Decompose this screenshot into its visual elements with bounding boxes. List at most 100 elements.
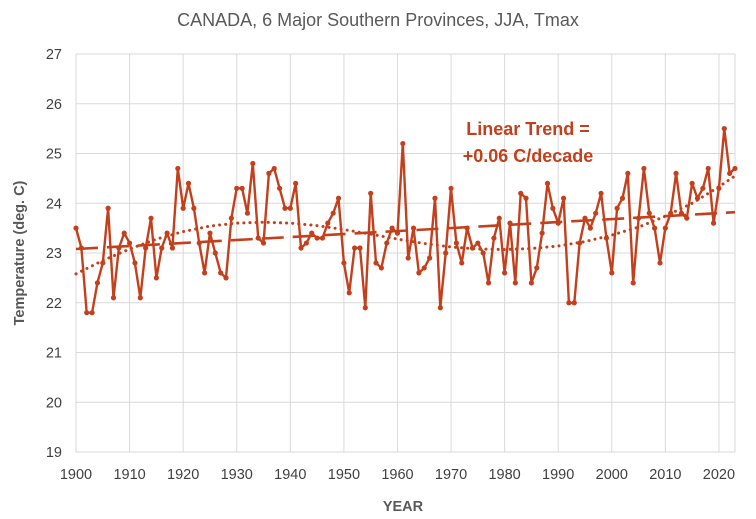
data-point: [196, 240, 202, 246]
data-point: [453, 240, 459, 246]
x-tick-label: 1980: [488, 467, 520, 483]
annotation-line-1: Linear Trend =: [466, 119, 590, 139]
data-point: [619, 195, 626, 201]
x-tick-label: 1970: [435, 467, 467, 483]
x-tick-label: 1900: [60, 467, 92, 483]
data-point: [534, 265, 540, 271]
x-tick-label: 1960: [381, 467, 413, 483]
data-point: [491, 235, 497, 241]
annotation-line-2: +0.06 C/decade: [463, 146, 594, 166]
data-point: [539, 230, 545, 236]
data-point: [94, 280, 101, 286]
data-point: [110, 295, 117, 301]
data-point: [518, 190, 524, 196]
x-tick-label: 1910: [113, 467, 145, 483]
data-point: [421, 265, 427, 271]
data-point: [298, 245, 304, 251]
data-point: [153, 275, 159, 281]
data-point: [496, 215, 502, 221]
data-point: [480, 250, 486, 256]
data-point: [271, 165, 277, 172]
data-point: [416, 270, 422, 276]
data-point: [73, 225, 79, 231]
y-tick-label: 19: [46, 445, 62, 461]
data-point: [164, 230, 170, 236]
x-tick-label: 1940: [274, 467, 306, 483]
data-point: [389, 225, 395, 231]
data-point: [705, 165, 711, 172]
y-tick-label: 22: [46, 296, 62, 312]
data-point: [544, 180, 551, 186]
y-tick-label: 20: [46, 395, 62, 411]
data-point: [727, 170, 733, 176]
data-point: [668, 210, 674, 216]
data-point: [84, 310, 90, 316]
data-point: [191, 205, 197, 211]
data-point: [143, 245, 149, 251]
data-point: [132, 260, 138, 266]
series-line-linear-trend: [75, 210, 736, 251]
data-point: [314, 235, 320, 241]
data-point: [641, 165, 647, 172]
data-point: [362, 305, 368, 311]
data-point: [662, 225, 668, 231]
data-point: [405, 255, 411, 261]
data-point: [89, 310, 95, 316]
data-point: [394, 230, 401, 236]
data-point: [437, 305, 443, 311]
y-tick-label: 25: [46, 147, 62, 163]
data-point: [464, 225, 470, 231]
data-point: [378, 265, 384, 271]
x-tick-label: 1950: [328, 467, 360, 483]
data-point: [303, 240, 309, 246]
data-point: [630, 280, 636, 286]
data-point: [550, 205, 556, 211]
data-point: [400, 140, 406, 147]
data-point: [287, 205, 293, 211]
data-point: [502, 270, 508, 276]
data-point: [137, 295, 143, 301]
data-point: [652, 225, 658, 231]
data-point: [475, 240, 481, 246]
data-point: [700, 185, 706, 191]
data-point: [732, 165, 738, 172]
data-point: [512, 280, 518, 286]
data-point: [721, 126, 727, 132]
data-point: [646, 210, 652, 216]
data-point: [373, 260, 379, 266]
data-point: [121, 230, 127, 236]
data-point: [614, 205, 620, 211]
data-point: [266, 170, 272, 176]
data-point: [234, 185, 240, 191]
data-point: [352, 245, 358, 251]
data-point: [459, 260, 465, 266]
data-point: [716, 185, 722, 191]
data-point: [368, 190, 374, 196]
chart-title: CANADA, 6 Major Southern Provinces, JJA,…: [177, 10, 579, 30]
data-point: [657, 260, 663, 266]
data-point: [684, 215, 690, 221]
y-tick-label: 26: [46, 97, 62, 113]
data-point: [185, 180, 192, 186]
data-point: [201, 270, 208, 276]
data-point: [427, 255, 433, 261]
data-point: [694, 195, 701, 201]
data-point: [244, 210, 251, 216]
x-tick-label: 1990: [542, 467, 574, 483]
data-point: [126, 240, 133, 246]
series-line-jja-tmax: [74, 127, 736, 314]
data-point: [330, 210, 336, 216]
data-point: [207, 230, 213, 236]
data-point: [239, 185, 245, 191]
data-point: [346, 290, 352, 296]
data-point: [485, 280, 492, 286]
data-point: [507, 220, 513, 226]
data-point: [577, 240, 583, 246]
data-point: [448, 185, 454, 191]
y-axis-label: Temperature (deg. C): [12, 180, 28, 325]
data-point: [341, 260, 347, 266]
data-point: [357, 245, 363, 251]
data-point: [384, 240, 390, 246]
grid: [75, 53, 736, 453]
data-point: [689, 180, 695, 186]
